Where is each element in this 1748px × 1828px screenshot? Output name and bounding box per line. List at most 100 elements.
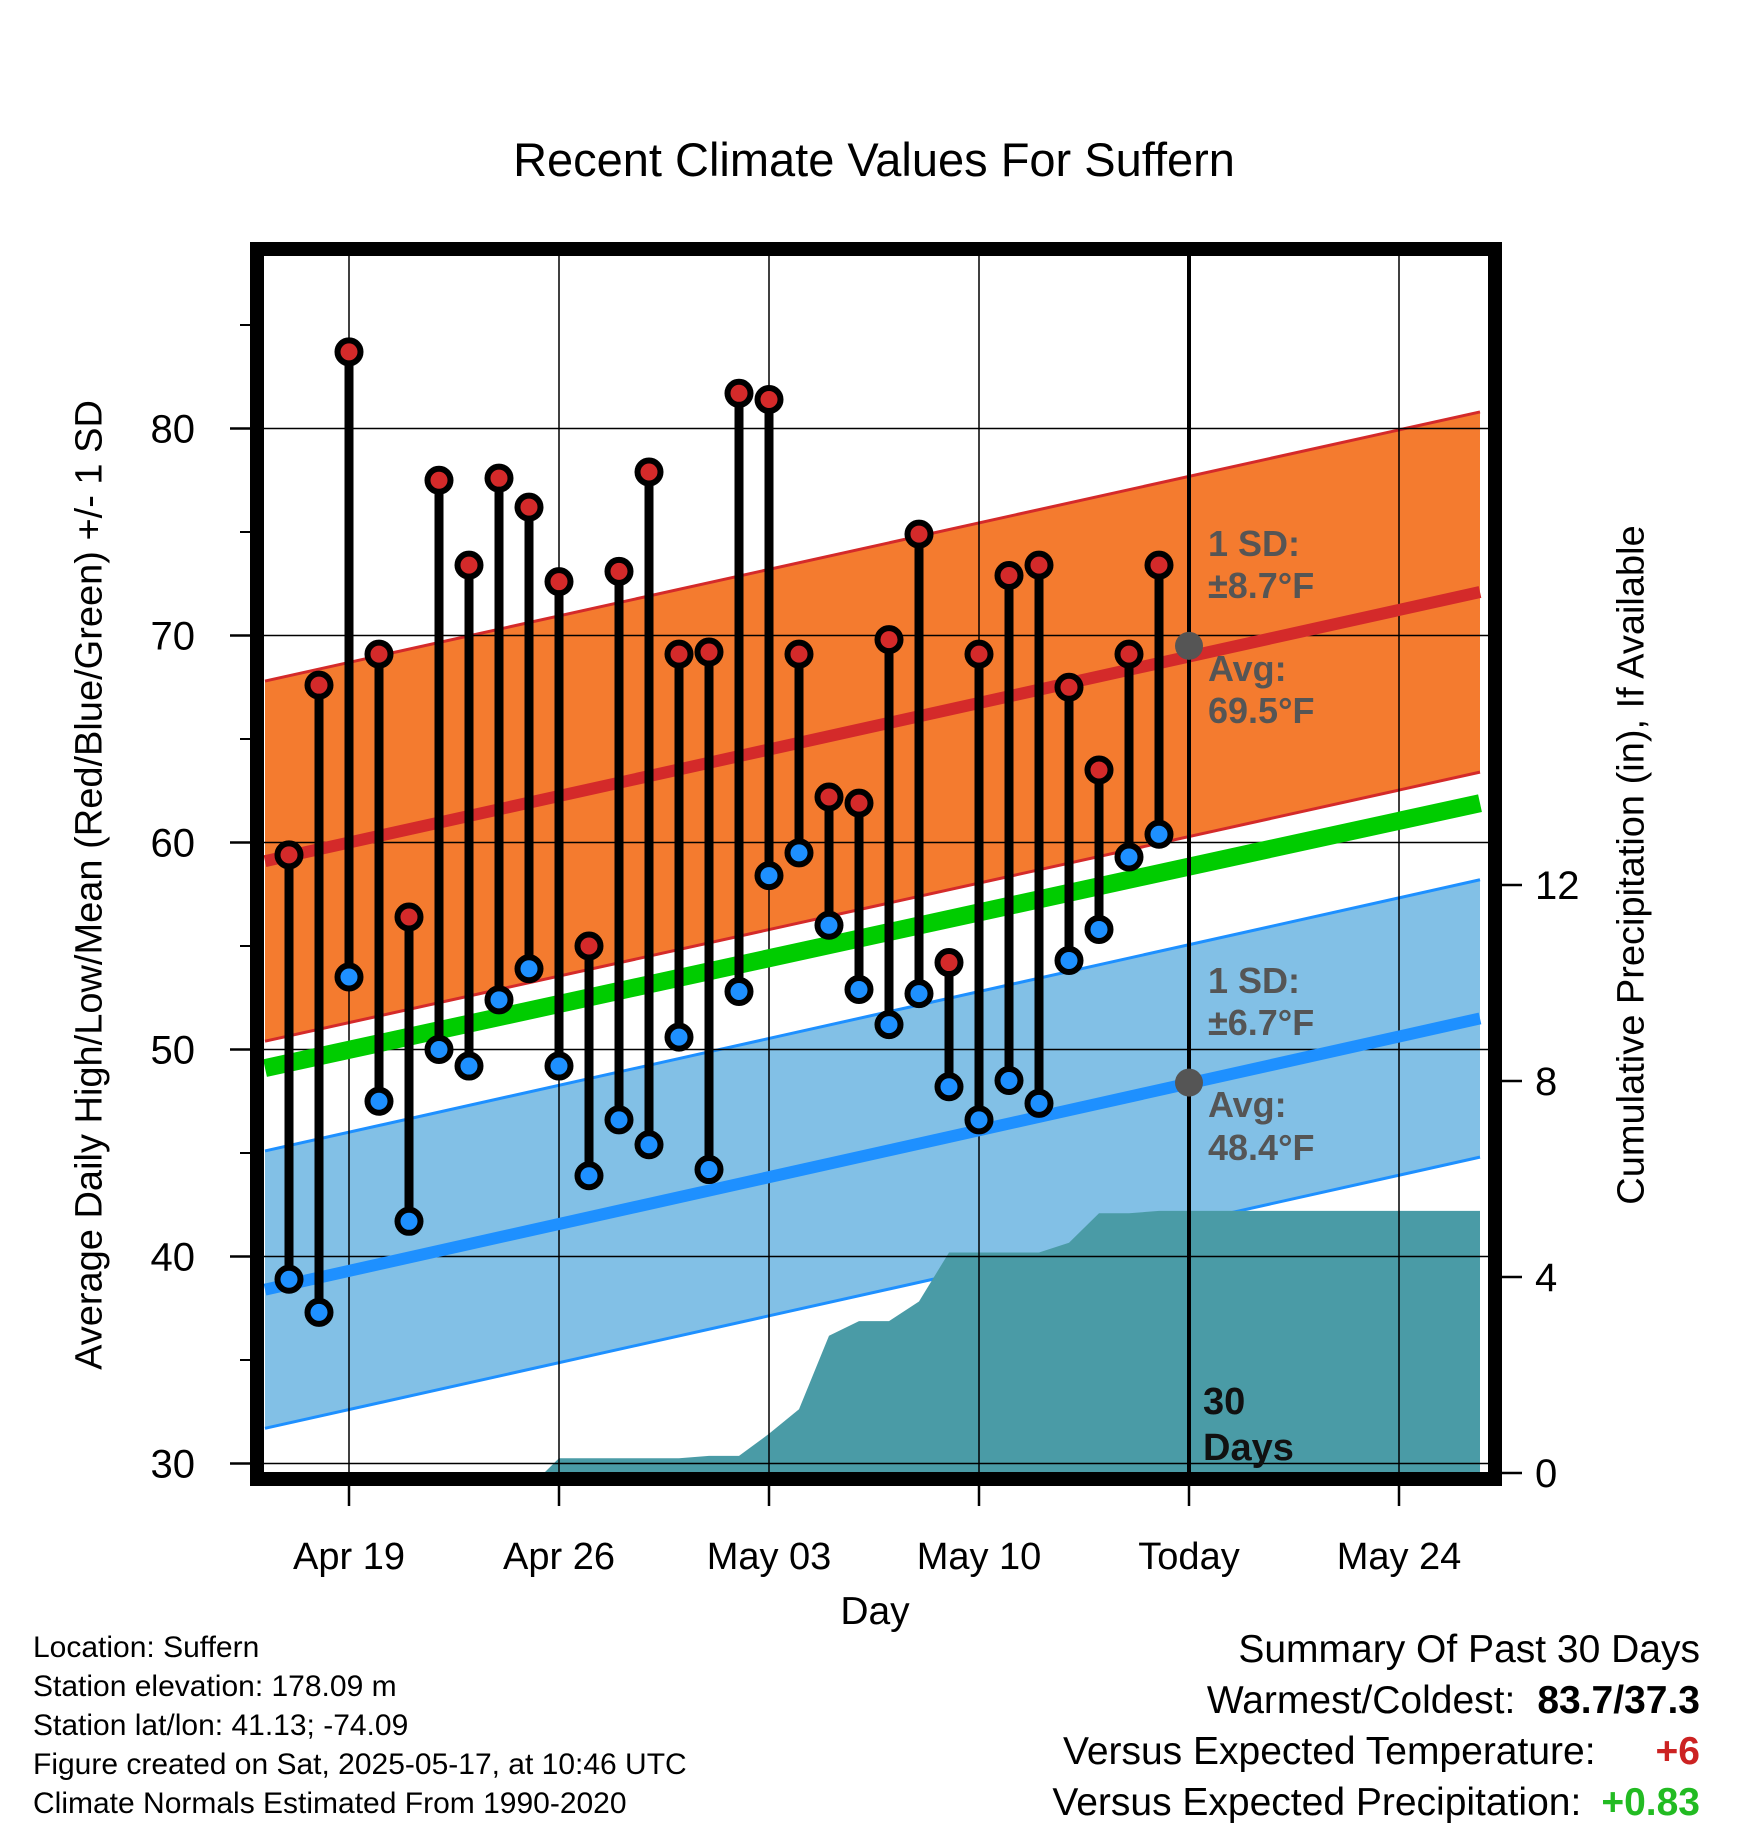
daily-high-point: [874, 625, 904, 655]
daily-low-point: [1114, 842, 1144, 872]
chart-title: Recent Climate Values For Suffern: [513, 133, 1235, 186]
low-avg-label: Avg:: [1208, 1084, 1287, 1125]
y-tick-label: 70: [151, 615, 196, 659]
high-sd-value: ±8.7°F: [1208, 565, 1314, 606]
daily-low-point: [694, 1155, 724, 1185]
summary-title: Summary Of Past 30 Days: [1238, 1628, 1700, 1671]
summary-panel: Summary Of Past 30 Days Warmest/Coldest:…: [1052, 1624, 1700, 1828]
x-tick-label: May 24: [1337, 1536, 1462, 1578]
precip-window-number: 30: [1203, 1381, 1245, 1423]
daily-low-point: [514, 954, 544, 984]
precip-window-unit: Days: [1203, 1427, 1294, 1469]
x-tick-label: Apr 19: [293, 1536, 405, 1578]
daily-high-point: [634, 457, 664, 487]
daily-high-point: [1084, 755, 1114, 785]
daily-low-point: [814, 910, 844, 940]
y-right-tick-label: 0: [1535, 1452, 1557, 1496]
x-tick-label: May 10: [917, 1536, 1042, 1578]
daily-low-point: [484, 985, 514, 1015]
daily-low-point: [874, 1010, 904, 1040]
y-axis-label-right: Cumulative Precipitation (in), If Availa…: [1610, 525, 1653, 1205]
daily-low-point: [1054, 945, 1084, 975]
high-avg-value: 69.5°F: [1208, 690, 1314, 731]
temp-label: Versus Expected Temperature:: [1062, 1730, 1596, 1773]
daily-low-point: [394, 1206, 424, 1236]
normals-text: Climate Normals Estimated From 1990-2020: [33, 1787, 627, 1820]
daily-high-point: [1144, 550, 1174, 580]
y-tick-label: 50: [151, 1029, 196, 1073]
daily-low-point: [844, 974, 874, 1004]
plot-frame: [250, 242, 1502, 1486]
daily-low-point: [664, 1022, 694, 1052]
y-tick-label: 60: [151, 822, 196, 866]
low-band-upper-edge: [264, 878, 1481, 1153]
daily-high-point: [364, 639, 394, 669]
daily-high-point: [904, 519, 934, 549]
daily-low-point: [964, 1105, 994, 1135]
y-right-tick-label: 4: [1535, 1256, 1557, 1300]
daily-high-point: [1114, 639, 1144, 669]
daily-high-point: [934, 948, 964, 978]
daily-low-point: [1084, 914, 1114, 944]
cumulative-precip-area: [545, 1210, 1480, 1472]
daily-high-point: [964, 639, 994, 669]
temp-row: Versus Expected Temperature: +6: [1052, 1726, 1700, 1777]
daily-low-point: [904, 979, 934, 1009]
daily-high-point: [514, 492, 544, 522]
daily-low-point: [634, 1130, 664, 1160]
daily-high-point: [304, 670, 334, 700]
daily-low-point: [274, 1264, 304, 1294]
low-band-lower-edge: [264, 1155, 1481, 1430]
precip-label: Versus Expected Precipitation:: [1052, 1781, 1582, 1824]
y-tick-label: 30: [151, 1443, 196, 1487]
high-sd-label: 1 SD:: [1208, 523, 1300, 564]
daily-low-point: [454, 1051, 484, 1081]
high-avg-label: Avg:: [1208, 648, 1287, 689]
today-high-avg-marker: [1175, 631, 1203, 660]
warm-cold-value: 83.7/37.3: [1537, 1679, 1700, 1722]
y-right-tick-label: 8: [1535, 1060, 1557, 1104]
warm-cold-label: Warmest/Coldest:: [1206, 1679, 1516, 1722]
x-tick-label-today: Today: [1138, 1536, 1239, 1578]
y-tick-label: 80: [151, 408, 196, 452]
warm-cold-row: Warmest/Coldest: 83.7/37.3: [1052, 1675, 1700, 1726]
low-sd-value: ±6.7°F: [1208, 1002, 1314, 1043]
precip-row: Versus Expected Precipitation: +0.83: [1052, 1777, 1700, 1828]
daily-high-point: [784, 639, 814, 669]
daily-high-point: [454, 550, 484, 580]
elevation-text: Station elevation: 178.09 m: [33, 1670, 397, 1703]
x-tick-label: Apr 26: [503, 1536, 615, 1578]
daily-low-point: [1144, 819, 1174, 849]
daily-high-point: [604, 556, 634, 586]
daily-low-point: [574, 1161, 604, 1191]
daily-high-point: [334, 337, 364, 367]
daily-low-point: [784, 838, 814, 868]
daily-low-point: [994, 1066, 1024, 1096]
daily-low-point: [424, 1035, 454, 1064]
daily-high-point: [1024, 550, 1054, 580]
daily-low-point: [304, 1297, 334, 1327]
daily-high-point: [994, 560, 1024, 590]
daily-high-point: [814, 782, 844, 812]
latlon-text: Station lat/lon: 41.13; -74.09: [33, 1709, 409, 1742]
daily-high-point: [724, 378, 754, 408]
daily-high-point: [424, 465, 454, 495]
daily-high-point: [574, 931, 604, 961]
precip-value: +0.83: [1601, 1781, 1700, 1824]
daily-high-point: [394, 902, 424, 932]
temp-value: +6: [1655, 1730, 1700, 1773]
daily-high-point: [1054, 672, 1084, 702]
daily-high-point: [544, 567, 574, 597]
daily-high-point: [844, 788, 874, 818]
y-axis-label-left: Average Daily High/Low/Mean (Red/Blue/Gr…: [68, 400, 111, 1370]
y-right-tick-label: 12: [1535, 864, 1580, 908]
x-axis-label: Day: [840, 1590, 910, 1633]
daily-high-point: [754, 385, 784, 415]
daily-low-point: [544, 1051, 574, 1081]
location-text: Location: Suffern: [33, 1631, 260, 1664]
daily-high-point: [694, 637, 724, 667]
low-avg-value: 48.4°F: [1208, 1127, 1314, 1168]
daily-high-point: [274, 840, 304, 870]
daily-low-point: [934, 1072, 964, 1102]
